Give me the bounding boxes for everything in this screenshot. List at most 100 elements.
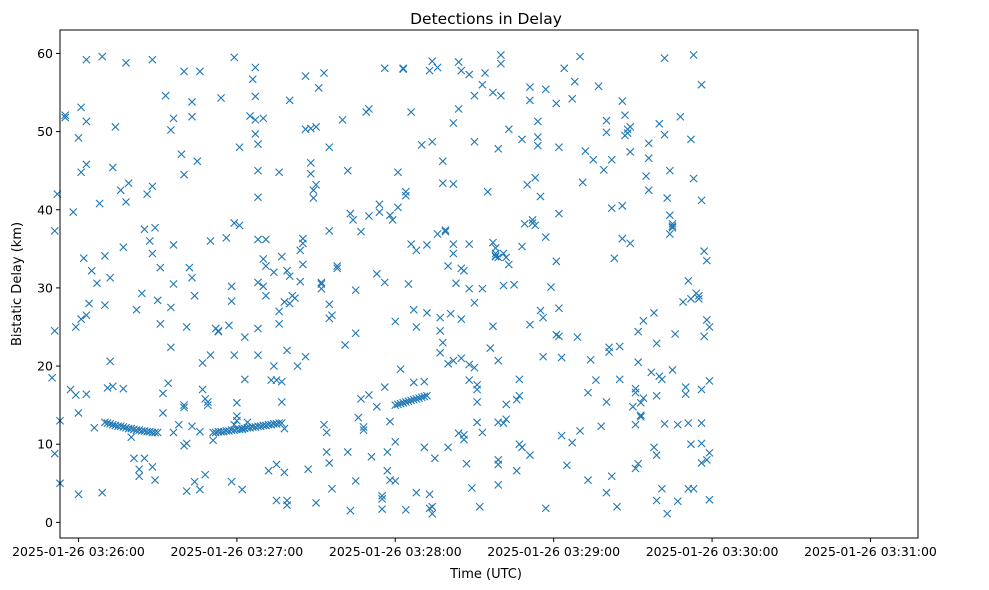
data-point — [177, 150, 186, 159]
x-tick-label: 2025-01-26 03:30:00 — [646, 544, 779, 559]
data-point — [449, 119, 458, 127]
data-point — [391, 476, 400, 485]
data-point — [420, 443, 429, 452]
data-point — [301, 352, 310, 361]
data-point — [446, 309, 455, 318]
data-point — [145, 237, 154, 246]
data-point — [74, 490, 83, 499]
y-tick-label: 40 — [37, 202, 53, 217]
data-point — [602, 128, 611, 137]
data-point — [470, 363, 479, 372]
data-point — [393, 168, 402, 177]
data-point — [705, 322, 714, 331]
data-point — [689, 484, 698, 493]
data-point — [227, 282, 236, 291]
data-point — [602, 116, 611, 125]
data-point — [518, 135, 526, 144]
data-point — [422, 240, 431, 249]
data-point — [401, 505, 410, 514]
data-point — [180, 67, 189, 76]
data-point — [399, 398, 408, 407]
data-point — [198, 385, 207, 394]
data-point — [320, 68, 328, 77]
data-point — [705, 495, 714, 504]
data-point — [488, 322, 497, 331]
data-point — [71, 390, 80, 399]
data-point — [166, 303, 175, 312]
data-point — [214, 327, 223, 336]
data-point — [108, 382, 117, 391]
x-tick-label: 2025-01-26 03:27:00 — [170, 544, 303, 559]
data-point — [285, 96, 294, 105]
data-point — [702, 455, 711, 464]
data-point — [483, 187, 492, 196]
data-point — [499, 281, 508, 290]
data-point — [148, 182, 157, 191]
data-point — [364, 212, 373, 220]
data-point — [312, 180, 321, 189]
data-point — [700, 247, 709, 256]
data-point — [259, 282, 268, 291]
data-point — [85, 299, 94, 308]
data-point — [188, 422, 196, 431]
data-point — [359, 423, 368, 432]
data-point — [525, 83, 534, 92]
data-point — [283, 346, 292, 355]
data-point — [388, 215, 397, 224]
data-point — [536, 306, 545, 315]
data-point — [491, 249, 500, 258]
data-point — [494, 144, 503, 153]
data-point — [512, 466, 521, 475]
data-point — [657, 484, 666, 493]
data-point — [457, 66, 466, 75]
data-point — [462, 459, 471, 468]
data-point — [539, 352, 548, 361]
data-point — [190, 291, 199, 300]
data-point — [652, 339, 661, 348]
data-point — [227, 477, 236, 486]
data-point — [108, 420, 117, 429]
data-point — [235, 143, 244, 152]
data-point — [589, 155, 598, 164]
data-point — [380, 64, 389, 73]
x-tick-label: 2025-01-26 03:29:00 — [487, 544, 620, 559]
data-point — [90, 423, 99, 432]
data-point — [576, 52, 585, 61]
data-point — [425, 490, 434, 499]
data-point — [111, 122, 120, 131]
data-point — [235, 221, 244, 230]
data-point — [441, 226, 450, 235]
data-point — [668, 365, 677, 374]
data-point — [261, 262, 270, 271]
data-point — [275, 307, 284, 316]
data-point — [459, 266, 468, 275]
data-point — [518, 242, 526, 251]
data-point — [151, 223, 160, 232]
data-point — [552, 257, 561, 266]
data-point — [325, 143, 334, 152]
data-point — [470, 91, 479, 100]
data-point — [652, 391, 661, 400]
data-point — [607, 204, 616, 213]
data-point — [428, 57, 437, 66]
data-point — [705, 376, 714, 385]
data-point — [116, 422, 125, 431]
data-point — [465, 240, 474, 249]
data-point — [626, 147, 635, 156]
data-point — [409, 305, 418, 314]
data-point — [50, 449, 59, 458]
data-point — [557, 353, 566, 362]
data-point — [668, 222, 677, 231]
data-point — [428, 502, 437, 511]
data-point — [69, 208, 78, 217]
data-point — [494, 253, 503, 262]
data-point — [404, 397, 413, 406]
data-point — [327, 311, 336, 320]
data-point — [380, 278, 389, 287]
data-point — [525, 320, 534, 329]
data-point — [570, 77, 579, 86]
data-point — [584, 476, 592, 485]
data-point — [393, 400, 402, 409]
data-point — [378, 491, 387, 500]
data-point — [151, 428, 160, 437]
